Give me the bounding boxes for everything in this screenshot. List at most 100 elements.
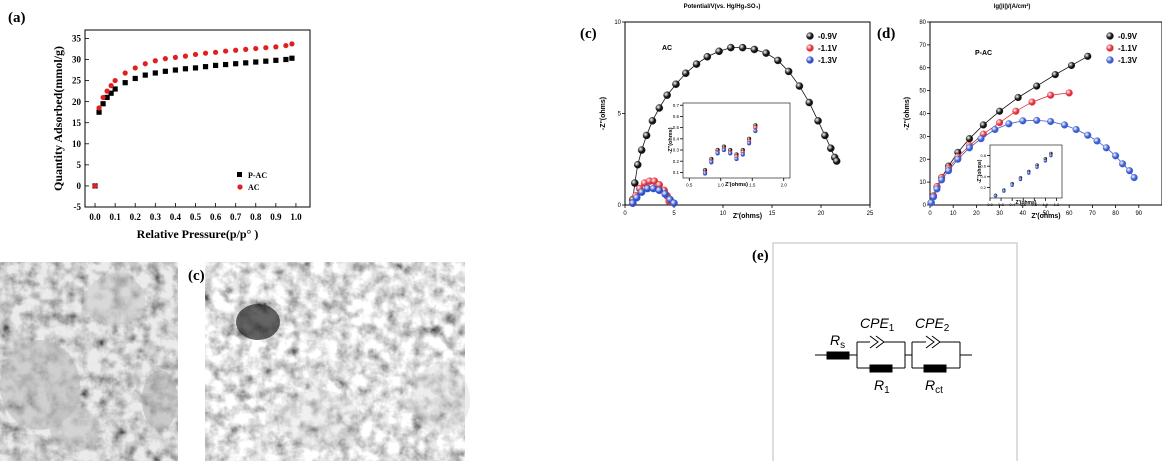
point: [233, 61, 238, 66]
point: [774, 57, 781, 64]
x-axis-label: Z'(ohms): [733, 213, 762, 220]
x-tick-label: 5: [672, 211, 676, 217]
y-tick-label: 5: [618, 112, 622, 118]
y-tick-label: 70: [919, 43, 926, 49]
point: [263, 59, 268, 64]
micrograph-label: (c): [188, 268, 205, 284]
y-axis-label: Quantity Adsorbed(mmol/g): [51, 46, 65, 191]
panel-label: (a): [8, 10, 26, 26]
point: [638, 147, 645, 154]
point: [747, 141, 751, 145]
resistor-label: Rs: [830, 332, 845, 351]
y-tick-label: 60: [919, 66, 926, 72]
point: [1011, 184, 1014, 187]
point: [273, 58, 278, 63]
point: [693, 60, 700, 67]
point: [243, 60, 248, 65]
point: [670, 200, 677, 207]
point: [716, 151, 720, 155]
x-tick-label: 0.3: [150, 212, 162, 222]
point: [715, 48, 722, 55]
point: [739, 44, 746, 51]
x-tick-label: 0.9: [270, 212, 282, 222]
panel-label: (c): [580, 26, 597, 42]
point: [1068, 62, 1075, 69]
point: [1084, 53, 1091, 60]
point: [649, 117, 656, 124]
legend-marker: [807, 45, 814, 52]
point: [980, 122, 987, 129]
point: [814, 117, 821, 124]
y-tick-label: 15: [72, 118, 82, 128]
point: [223, 48, 228, 53]
micrograph-right: [205, 262, 470, 461]
point: [1029, 99, 1036, 106]
point: [1103, 144, 1110, 151]
x-tick-label: 0: [928, 211, 932, 217]
point: [1002, 190, 1005, 193]
x-tick-label: 90: [1135, 211, 1142, 217]
panel-label: (e): [752, 248, 769, 264]
point: [992, 126, 999, 133]
y-tick-label: 25: [72, 76, 82, 86]
x-tick-label: 0.2: [998, 202, 1004, 207]
point: [283, 43, 288, 48]
chart-title: lg(|i|)/(A/cm²): [994, 3, 1031, 10]
y-tick-label: 0.2: [980, 185, 986, 190]
point: [183, 54, 188, 59]
y-tick-label: 0.7: [673, 103, 680, 108]
point: [113, 78, 118, 83]
point: [753, 129, 757, 133]
y-tick-label: 10: [72, 139, 82, 149]
annotation: AC: [662, 45, 672, 52]
point: [100, 95, 105, 100]
x-tick-label: 0.1: [110, 212, 122, 222]
legend-label: -0.9V: [818, 32, 838, 41]
symbol: CPE: [915, 315, 944, 331]
x-tick-label: 80: [1112, 211, 1119, 217]
x-tick-label: 1.2: [1054, 202, 1060, 207]
point: [631, 179, 638, 186]
y-tick-label: 0.8: [980, 153, 986, 158]
plot-frame: [683, 103, 790, 178]
point: [996, 119, 1003, 126]
point: [994, 194, 997, 197]
x-tick-label: 1.0: [290, 212, 302, 222]
point: [1052, 71, 1059, 78]
panel-label: (d): [877, 26, 895, 42]
legend-marker: [807, 33, 814, 40]
point: [193, 52, 198, 57]
y-tick-label: 50: [919, 89, 926, 95]
point: [143, 72, 148, 77]
legend-marker: [1107, 45, 1114, 52]
x-tick-label: 70: [1089, 211, 1096, 217]
point: [633, 194, 640, 201]
point: [930, 194, 937, 201]
y-axis-label: -Z''(ohms): [600, 97, 607, 130]
point: [664, 92, 671, 99]
x-tick-label: 20: [973, 211, 980, 217]
point: [213, 50, 218, 55]
point: [1044, 159, 1047, 162]
point: [996, 108, 1003, 115]
y-tick-label: 30: [72, 55, 82, 65]
legend-label: -1.1V: [818, 44, 838, 53]
point: [1047, 92, 1054, 99]
y-tick-label: 0: [77, 181, 82, 191]
point: [1049, 154, 1052, 157]
point: [703, 172, 707, 176]
y-tick-label: 20: [72, 97, 82, 107]
x-tick-label: 0.5: [686, 183, 693, 188]
point: [662, 190, 669, 197]
point: [821, 132, 828, 139]
point: [100, 101, 105, 106]
y-tick-label: 0.1: [673, 170, 680, 175]
point: [213, 63, 218, 68]
point: [123, 70, 128, 75]
subscript: 1: [884, 385, 890, 396]
x-tick-label: 0.6: [210, 212, 222, 222]
resistor-label: Rct: [925, 377, 943, 396]
point: [945, 167, 952, 174]
point: [289, 56, 294, 61]
x-tick-label: 1.0: [1043, 202, 1049, 207]
